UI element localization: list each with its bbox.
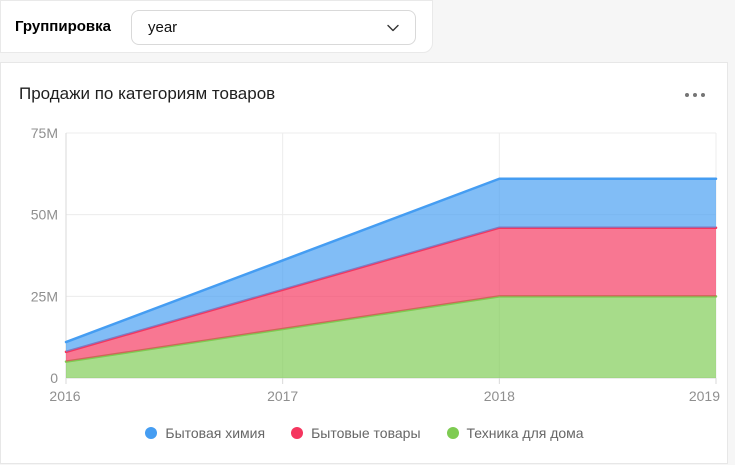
x-axis-label: 2016 [49,388,80,404]
legend-dot-icon [446,427,459,439]
filter-bar: Группировка year [0,0,433,53]
legend-dot-icon [145,427,158,439]
y-axis-label: 25M [31,288,58,304]
area-band-Бытовые товары [66,227,716,362]
legend-dot-icon [291,427,304,439]
x-axis-label: 2017 [267,388,298,404]
grouping-select-value: year [148,19,178,36]
ellipsis-icon [685,93,705,97]
grouping-label: Группировка [15,18,111,35]
legend-item-Бытовая химия[interactable]: Бытовая химия [145,425,265,441]
y-axis-label: 75M [31,125,58,141]
area-band-Бытовая химия [66,178,716,352]
stacked-area-plot: 0 25M 50M 75M 2016 2017 2018 2019 [31,125,720,404]
y-axis-label: 0 [50,370,58,386]
chart-legend: Бытовая химия Бытовые товары Техника для д… [1,425,728,441]
legend-item-Техника для дома[interactable]: Техника для дома [446,425,584,441]
legend-item-Бытовые товары[interactable]: Бытовые товары [291,425,421,441]
area-band-Техника для дома [66,296,716,378]
sales-area-chart: 0 25M 50M 75M 2016 2017 2018 2019 [1,120,728,412]
legend-label: Бытовая химия [165,425,266,441]
chart-card: Продажи по категориям товаров 0 25M 50M 75M… [0,62,728,464]
card-title: Продажи по категориям товаров [19,84,276,103]
legend-label: Техника для дома [466,425,584,441]
x-axis-label: 2019 [689,388,720,404]
y-axis-label: 50M [31,207,58,223]
x-axis-label: 2018 [484,388,515,404]
card-menu-button[interactable] [681,89,709,101]
area-top-line-Бытовая химия [64,177,718,344]
chevron-down-icon [387,24,399,31]
grouping-select[interactable]: year [131,10,416,45]
legend-label: Бытовые товары [311,425,421,441]
